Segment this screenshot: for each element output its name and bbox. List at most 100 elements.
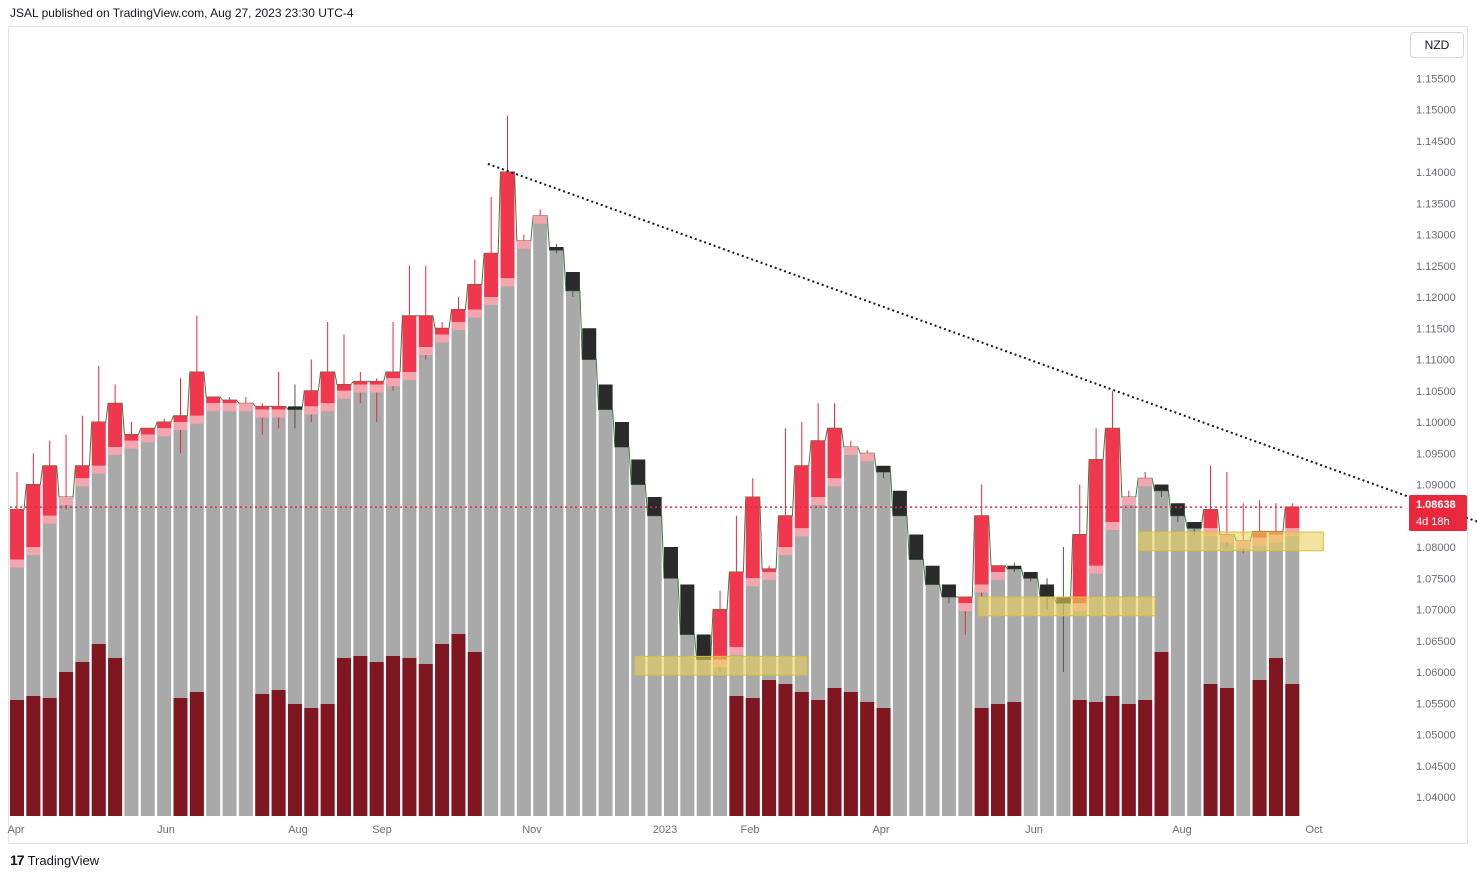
x-tick-label: Nov: [522, 824, 542, 836]
y-tick-label: 1.09000: [1416, 480, 1456, 492]
y-tick-label: 1.06000: [1416, 667, 1456, 679]
candle-body: [762, 568, 777, 572]
volume-bar: [794, 692, 809, 816]
price-label-group: 1.08638 4d 18h: [1409, 495, 1467, 531]
gray-bar: [238, 403, 253, 816]
volume-bar: [189, 692, 204, 816]
publisher-info: JSAL published on TradingView.com, Aug 2…: [10, 6, 354, 20]
gray-bar: [484, 297, 499, 816]
y-tick-label: 1.04500: [1416, 761, 1456, 773]
candle-open-band: [75, 478, 90, 487]
y-tick-label: 1.14500: [1416, 136, 1456, 148]
volume-bar: [59, 672, 74, 816]
trendline[interactable]: [487, 162, 1477, 535]
volume-bar: [1089, 702, 1104, 816]
volume-bar: [745, 698, 760, 816]
candle-body: [189, 372, 204, 416]
candle-open-band: [1089, 565, 1104, 574]
candle-body: [206, 397, 221, 404]
candle-body: [500, 172, 515, 279]
candle-body: [467, 284, 482, 310]
x-tick-label: Aug: [288, 824, 308, 836]
candle-body: [353, 381, 368, 385]
candle-open-band: [157, 428, 172, 437]
candle-open-band: [206, 403, 221, 412]
y-tick-label: 1.07000: [1416, 605, 1456, 617]
volume-bar: [729, 696, 744, 816]
volume-bar: [255, 694, 270, 816]
volume-bar: [778, 684, 793, 816]
volume-bar: [304, 708, 319, 816]
volume-bar: [1285, 684, 1300, 816]
candle-open-band: [320, 403, 335, 412]
volume-bar: [42, 698, 57, 816]
candle-body: [598, 384, 613, 410]
support-zone[interactable]: [977, 596, 1156, 617]
candle-body: [1285, 507, 1300, 529]
candle-body: [991, 565, 1005, 572]
gray-bar: [1040, 597, 1055, 816]
gray-bar: [565, 290, 580, 816]
x-tick-label: Aug: [1172, 824, 1192, 836]
candle-body: [1203, 509, 1218, 529]
x-tick-label: Oct: [1305, 824, 1322, 836]
candle-body: [664, 547, 678, 579]
candle-open-band: [238, 403, 253, 412]
candle-open-band: [1105, 522, 1120, 530]
volume-bar: [467, 652, 482, 816]
tradingview-logo-icon: 17: [10, 852, 25, 868]
candle-body: [1072, 534, 1087, 604]
gray-bar: [892, 515, 907, 816]
candle-body: [173, 415, 188, 422]
candle-open-band: [794, 528, 809, 537]
candle-open-band: [778, 547, 793, 555]
candle-body: [124, 434, 139, 441]
gray-bar: [696, 659, 711, 816]
y-tick-label: 1.06500: [1416, 636, 1456, 648]
candle-open-band: [353, 384, 368, 393]
candle-body: [713, 609, 728, 660]
y-tick-label: 1.09500: [1416, 448, 1456, 460]
y-tick-label: 1.15500: [1416, 73, 1456, 85]
volume-bar: [320, 704, 335, 816]
volume-bar: [827, 688, 842, 816]
gray-bar: [533, 215, 548, 816]
y-tick-label: 1.12000: [1416, 292, 1456, 304]
y-tick-label: 1.05500: [1416, 698, 1456, 710]
volume-bar: [860, 702, 875, 816]
candle-open-band: [467, 309, 482, 318]
candle-body: [696, 634, 711, 660]
volume-bar: [108, 658, 123, 816]
support-zone[interactable]: [1138, 531, 1324, 552]
y-tick-label: 1.14000: [1416, 167, 1456, 179]
gray-bar: [713, 659, 728, 816]
candle-body: [1040, 584, 1055, 597]
x-tick-label: Feb: [741, 824, 760, 836]
candle-body: [255, 406, 270, 410]
candle-body: [778, 515, 793, 547]
footer-brand[interactable]: 17 TradingView: [10, 852, 99, 868]
candle-body: [1023, 572, 1038, 579]
candle-open-band: [108, 447, 123, 455]
candle-body: [827, 428, 842, 479]
candle-open-band: [516, 240, 531, 249]
candle-open-band: [10, 559, 24, 568]
x-tick-label: Jun: [157, 824, 175, 836]
candle-body: [26, 484, 41, 547]
currency-button[interactable]: NZD: [1410, 32, 1464, 58]
candle-open-band: [745, 578, 760, 587]
candle-open-band: [418, 347, 433, 355]
volume-bar: [1268, 658, 1283, 816]
candle-open-band: [91, 465, 106, 474]
candle-body: [1105, 428, 1120, 522]
gray-bar: [549, 250, 564, 816]
candle-body: [402, 315, 417, 372]
candle-body: [1187, 522, 1202, 529]
volume-bar: [287, 704, 302, 816]
candle-open-band: [26, 547, 41, 555]
volume-bar: [173, 698, 188, 816]
price-label-countdown: 4d 18h: [1416, 516, 1450, 528]
candle-body: [1170, 503, 1185, 516]
support-zone[interactable]: [634, 655, 808, 676]
